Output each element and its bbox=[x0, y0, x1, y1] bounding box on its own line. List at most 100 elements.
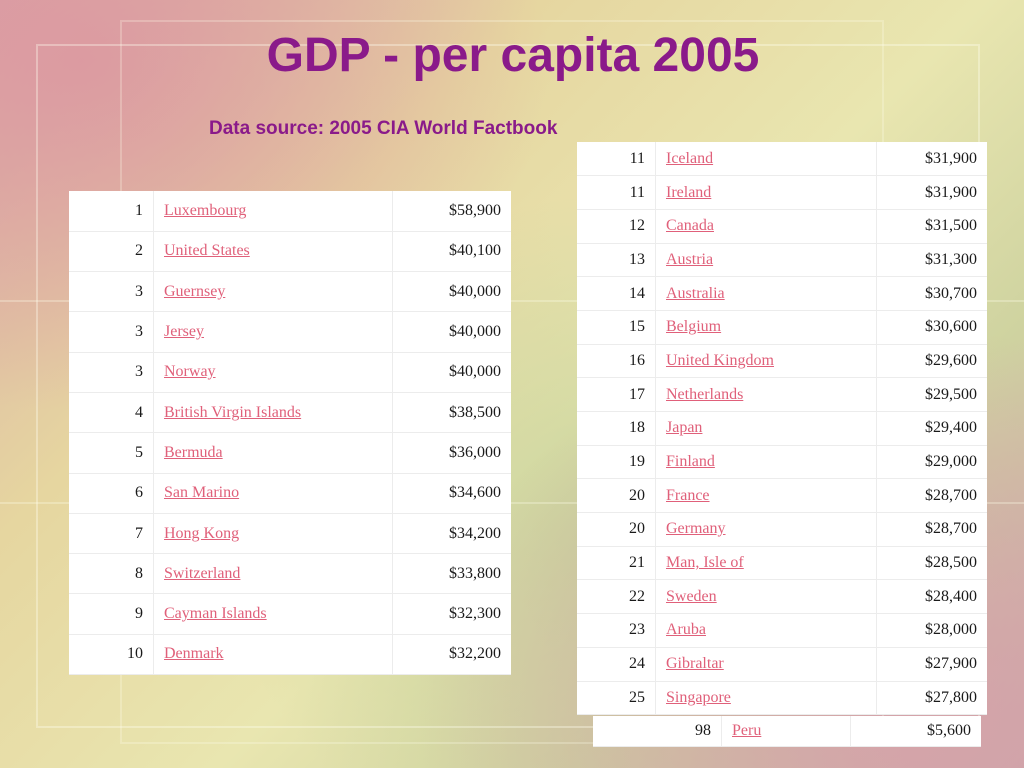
country-cell: Jersey bbox=[153, 311, 393, 353]
gdp-value-cell: $29,400 bbox=[876, 411, 987, 446]
rank-cell: 24 bbox=[577, 647, 656, 682]
gdp-value-cell: $40,000 bbox=[392, 271, 511, 313]
gdp-value-cell: $40,100 bbox=[392, 231, 511, 273]
rank-cell: 11 bbox=[577, 175, 656, 210]
country-cell: Belgium bbox=[655, 310, 877, 345]
gdp-value-cell: $40,000 bbox=[392, 311, 511, 353]
country-link[interactable]: Jersey bbox=[164, 323, 204, 341]
gdp-rank-table-left: 1 Luxembourg $58,900 2 United States $40,100 3… bbox=[69, 191, 511, 676]
country-cell: Switzerland bbox=[153, 553, 393, 595]
gdp-value-cell: $28,700 bbox=[876, 478, 987, 514]
country-link[interactable]: Hong Kong bbox=[164, 524, 240, 542]
rank-cell: 5 bbox=[69, 432, 154, 474]
rank-cell: 13 bbox=[577, 243, 656, 278]
gdp-value-cell: $29,600 bbox=[876, 344, 987, 379]
table-row: 24 Gibraltar $27,900 bbox=[577, 647, 987, 682]
country-link[interactable]: United Kingdom bbox=[666, 351, 774, 369]
country-cell: Sweden bbox=[655, 579, 877, 615]
country-link[interactable]: Australia bbox=[666, 284, 725, 302]
country-link[interactable]: Denmark bbox=[164, 645, 224, 663]
country-cell: Luxembourg bbox=[153, 191, 393, 232]
gdp-value-cell: $29,000 bbox=[876, 445, 987, 480]
country-cell: Singapore bbox=[655, 681, 877, 716]
rank-cell: 7 bbox=[69, 513, 154, 555]
country-cell: Ireland bbox=[655, 175, 877, 210]
country-link[interactable]: Austria bbox=[666, 250, 714, 268]
country-link[interactable]: Peru bbox=[732, 721, 762, 739]
table-row: 20 Germany $28,700 bbox=[577, 512, 987, 547]
rank-cell: 22 bbox=[577, 579, 656, 615]
table-row: 3 Norway $40,000 bbox=[69, 352, 511, 393]
table-row: 9 Cayman Islands $32,300 bbox=[69, 593, 511, 635]
rank-cell: 20 bbox=[577, 478, 656, 514]
country-link[interactable]: Ireland bbox=[666, 183, 712, 201]
table-row: 10 Denmark $32,200 bbox=[69, 634, 511, 676]
country-link[interactable]: Sweden bbox=[666, 587, 717, 605]
country-link[interactable]: Cayman Islands bbox=[164, 605, 267, 623]
rank-cell: 17 bbox=[577, 377, 656, 412]
country-cell: San Marino bbox=[153, 473, 393, 514]
background-band bbox=[0, 300, 1024, 504]
rank-cell: 3 bbox=[69, 271, 154, 313]
country-cell: Gibraltar bbox=[655, 647, 877, 682]
rank-cell: 1 bbox=[69, 191, 154, 232]
table-row: 11 Iceland $31,900 bbox=[577, 142, 987, 177]
rank-cell: 11 bbox=[577, 142, 656, 177]
country-link[interactable]: Canada bbox=[666, 217, 714, 235]
rank-cell: 15 bbox=[577, 310, 656, 345]
country-link[interactable]: Luxembourg bbox=[164, 201, 247, 219]
country-link[interactable]: Guernsey bbox=[164, 282, 226, 300]
country-link[interactable]: Netherlands bbox=[666, 385, 744, 403]
country-link[interactable]: Iceland bbox=[666, 149, 714, 167]
country-cell: United Kingdom bbox=[655, 344, 877, 379]
country-link[interactable]: Singapore bbox=[666, 688, 731, 706]
gdp-value-cell: $28,400 bbox=[876, 579, 987, 615]
rank-cell: 16 bbox=[577, 344, 656, 379]
table-row: 13 Austria $31,300 bbox=[577, 243, 987, 278]
country-link[interactable]: San Marino bbox=[164, 484, 240, 502]
country-link[interactable]: Aruba bbox=[666, 621, 706, 639]
gdp-value-cell: $28,500 bbox=[876, 546, 987, 581]
country-link[interactable]: Switzerland bbox=[164, 564, 241, 582]
gdp-value-cell: $28,700 bbox=[876, 512, 987, 547]
country-cell: Peru bbox=[721, 716, 851, 747]
table-row: 8 Switzerland $33,800 bbox=[69, 553, 511, 595]
country-link[interactable]: United States bbox=[164, 242, 250, 260]
country-link[interactable]: Germany bbox=[666, 520, 726, 538]
country-cell: Japan bbox=[655, 411, 877, 446]
country-cell: Finland bbox=[655, 445, 877, 480]
country-cell: France bbox=[655, 478, 877, 514]
country-cell: Denmark bbox=[153, 634, 393, 676]
rank-cell: 8 bbox=[69, 553, 154, 595]
table-row: 1 Luxembourg $58,900 bbox=[69, 191, 511, 232]
gdp-value-cell: $31,900 bbox=[876, 142, 987, 177]
country-link[interactable]: Man, Isle of bbox=[666, 554, 744, 572]
rank-cell: 98 bbox=[593, 716, 722, 747]
country-link[interactable]: Finland bbox=[666, 453, 715, 471]
country-cell: Canada bbox=[655, 209, 877, 244]
country-cell: Austria bbox=[655, 243, 877, 278]
table-row: 98 Peru $5,600 bbox=[593, 716, 981, 747]
country-link[interactable]: British Virgin Islands bbox=[164, 403, 302, 421]
table-row: 14 Australia $30,700 bbox=[577, 276, 987, 311]
gdp-value-cell: $33,800 bbox=[392, 553, 511, 595]
gdp-rank-table-extra: 98 Peru $5,600 bbox=[593, 716, 981, 747]
country-link[interactable]: Norway bbox=[164, 363, 216, 381]
country-cell: Aruba bbox=[655, 613, 877, 648]
country-link[interactable]: France bbox=[666, 486, 710, 504]
table-row: 16 United Kingdom $29,600 bbox=[577, 344, 987, 379]
rank-cell: 25 bbox=[577, 681, 656, 716]
country-link[interactable]: Gibraltar bbox=[666, 655, 724, 673]
country-cell: Germany bbox=[655, 512, 877, 547]
table-row: 19 Finland $29,000 bbox=[577, 445, 987, 480]
country-link[interactable]: Bermuda bbox=[164, 443, 223, 461]
gdp-value-cell: $32,300 bbox=[392, 593, 511, 635]
country-cell: Hong Kong bbox=[153, 513, 393, 555]
country-cell: Bermuda bbox=[153, 432, 393, 474]
country-cell: Australia bbox=[655, 276, 877, 311]
country-link[interactable]: Belgium bbox=[666, 318, 722, 336]
country-link[interactable]: Japan bbox=[666, 419, 703, 437]
rank-cell: 3 bbox=[69, 352, 154, 393]
table-row: 22 Sweden $28,400 bbox=[577, 579, 987, 615]
rank-cell: 21 bbox=[577, 546, 656, 581]
